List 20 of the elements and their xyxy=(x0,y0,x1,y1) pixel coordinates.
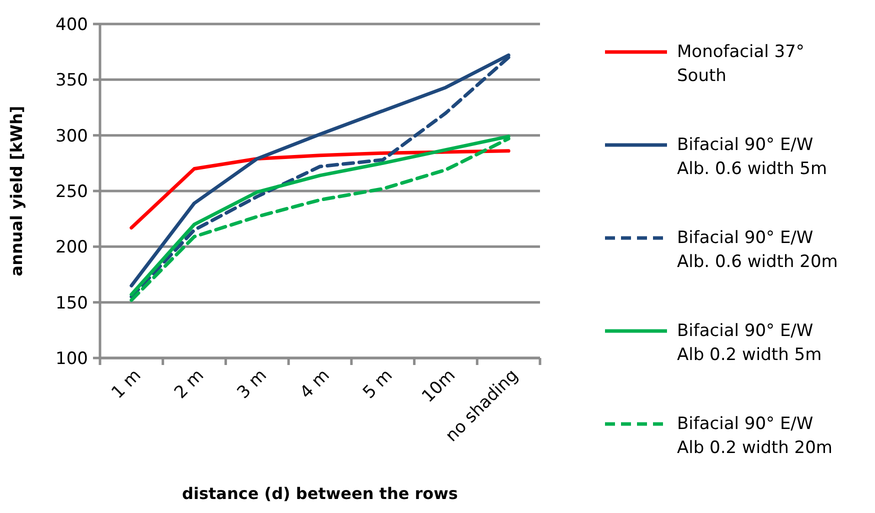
y-tick-label: 350 xyxy=(56,70,88,91)
line-series xyxy=(130,149,510,230)
x-tick-label: 2 m xyxy=(170,366,208,403)
y-tick-label: 250 xyxy=(56,182,88,202)
y-tick-label: 300 xyxy=(56,126,88,146)
legend-label: Bifacial 90° E/W Alb 0.2 width 20m xyxy=(677,414,832,458)
legend-label: Bifacial 90° E/W Alb. 0.6 width 20m xyxy=(677,228,838,272)
x-tick-label: 3 m xyxy=(234,366,271,403)
y-tick-label: 150 xyxy=(56,293,88,314)
x-axis-title: distance (d) between the rows xyxy=(182,484,458,503)
y-tick-label: 400 xyxy=(56,14,88,35)
y-tick-label: 200 xyxy=(56,238,88,258)
y-tick-label: 100 xyxy=(56,348,88,369)
x-tick-label: 5 m xyxy=(359,366,397,403)
x-tick-label: 4 m xyxy=(296,366,334,403)
y-axis-title: annual yield [kWh] xyxy=(7,106,26,276)
legend-label: Bifacial 90° E/W Alb. 0.6 width 5m xyxy=(677,135,828,179)
legend-label: Bifacial 90° E/W Alb 0.2 width 5m xyxy=(677,321,822,365)
legend-label: Monofacial 37° South xyxy=(677,42,804,86)
x-tick-label: 1 m xyxy=(108,366,146,403)
